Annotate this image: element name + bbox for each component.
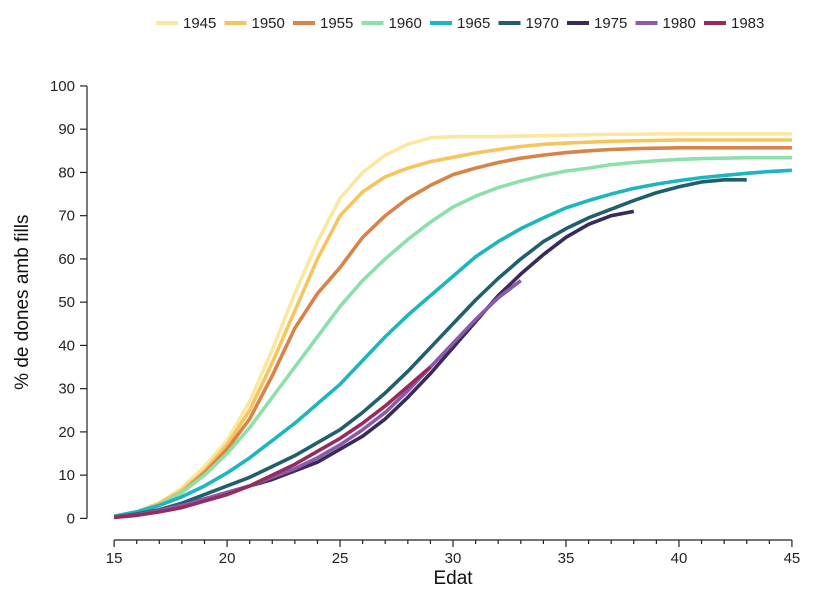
legend-item-1955: 1955 xyxy=(293,15,353,32)
y-tick-label: 60 xyxy=(58,251,75,268)
y-tick-label: 20 xyxy=(58,424,75,441)
x-tick-label: 20 xyxy=(219,550,236,567)
x-tick-label: 30 xyxy=(445,550,462,567)
y-axis-title: % de dones amb fills xyxy=(12,214,33,389)
legend-label: 1950 xyxy=(252,15,285,32)
y-tick-label: 0 xyxy=(67,510,75,527)
y-tick-label: 10 xyxy=(58,467,75,484)
y-tick-label: 90 xyxy=(58,121,75,138)
x-tick-label: 40 xyxy=(671,550,688,567)
series-line-1950 xyxy=(113,138,792,518)
y-tick-label: 30 xyxy=(58,381,75,398)
legend-item-1950: 1950 xyxy=(224,15,285,32)
x-ticks: 15 20 25 30 35 40 45 xyxy=(106,540,801,567)
y-tick-label: 70 xyxy=(58,208,75,225)
x-tick-label: 15 xyxy=(106,550,123,567)
y-ticks: 0 10 20 30 40 50 60 70 80 90 100 xyxy=(50,78,87,527)
y-tick-label: 50 xyxy=(58,294,75,311)
x-axis-title: Edat xyxy=(433,568,473,589)
series-line-1960 xyxy=(113,155,792,518)
series-line-1965 xyxy=(113,168,793,518)
series-line-1975 xyxy=(113,209,635,519)
legend-label: 1955 xyxy=(320,15,353,32)
y-tick-label: 40 xyxy=(58,337,75,354)
axes: 0 10 20 30 40 50 60 70 80 90 100 15 20 25 30 35 40 45 % … xyxy=(12,78,800,589)
legend-item-1965: 1965 xyxy=(430,15,490,32)
legend: 1945 1950 1955 1960 1965 1970 1975 1980 1983 xyxy=(156,15,764,32)
legend-item-1970: 1970 xyxy=(498,15,559,32)
series-line-1945 xyxy=(113,132,792,518)
y-tick-label: 100 xyxy=(50,78,75,95)
legend-item-1945: 1945 xyxy=(156,15,216,32)
legend-item-1983: 1983 xyxy=(704,15,764,32)
legend-item-1975: 1975 xyxy=(567,15,627,32)
legend-label: 1975 xyxy=(594,15,627,32)
legend-item-1960: 1960 xyxy=(361,15,422,32)
series-line-1980 xyxy=(113,279,522,519)
legend-label: 1980 xyxy=(663,15,696,32)
legend-item-1980: 1980 xyxy=(635,15,696,32)
series-line-1983 xyxy=(113,365,432,520)
legend-label: 1970 xyxy=(526,15,559,32)
series-line-1970 xyxy=(113,177,747,519)
x-tick-label: 45 xyxy=(784,550,801,567)
legend-label: 1945 xyxy=(183,15,216,32)
legend-label: 1960 xyxy=(389,15,422,32)
legend-label: 1965 xyxy=(457,15,490,32)
legend-label: 1983 xyxy=(731,15,764,32)
y-tick-label: 80 xyxy=(58,164,75,181)
x-tick-label: 35 xyxy=(558,550,575,567)
series-line-1955 xyxy=(113,145,792,518)
x-tick-label: 25 xyxy=(332,550,349,567)
series-layer xyxy=(113,132,793,520)
